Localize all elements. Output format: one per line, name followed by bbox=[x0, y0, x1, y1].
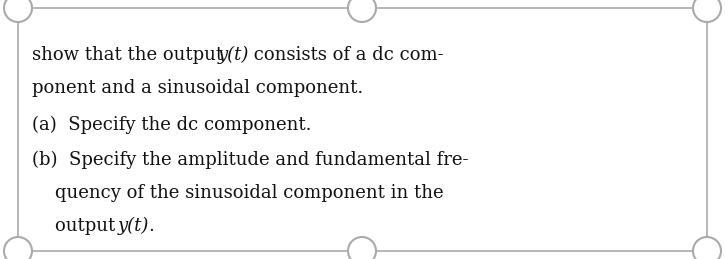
Text: .: . bbox=[148, 217, 154, 235]
Text: ponent and a sinusoidal component.: ponent and a sinusoidal component. bbox=[32, 79, 363, 97]
Ellipse shape bbox=[348, 237, 376, 259]
Text: (b)  Specify the amplitude and fundamental fre-: (b) Specify the amplitude and fundamenta… bbox=[32, 151, 468, 169]
Text: y(t): y(t) bbox=[218, 46, 249, 64]
Text: show that the output: show that the output bbox=[32, 46, 229, 64]
Text: output: output bbox=[55, 217, 121, 235]
Ellipse shape bbox=[693, 0, 721, 22]
Ellipse shape bbox=[4, 237, 32, 259]
Ellipse shape bbox=[4, 0, 32, 22]
Text: (a)  Specify the dc component.: (a) Specify the dc component. bbox=[32, 116, 312, 134]
Text: y(t): y(t) bbox=[118, 217, 149, 235]
Text: quency of the sinusoidal component in the: quency of the sinusoidal component in th… bbox=[55, 184, 444, 202]
Ellipse shape bbox=[693, 237, 721, 259]
Ellipse shape bbox=[348, 0, 376, 22]
Text: consists of a dc com-: consists of a dc com- bbox=[248, 46, 444, 64]
